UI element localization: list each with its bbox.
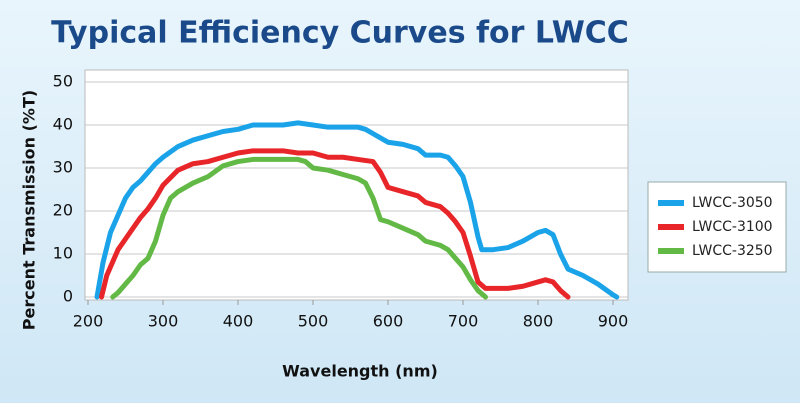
y-tick-label: 10 [53, 244, 73, 263]
x-tick-label: 700 [448, 312, 479, 331]
x-tick-label: 800 [523, 312, 554, 331]
legend-label: LWCC-3250 [692, 243, 773, 259]
y-tick-label: 0 [63, 286, 73, 305]
legend-label: LWCC-3100 [692, 219, 773, 235]
x-tick-label: 600 [373, 312, 404, 331]
legend-label: LWCC-3050 [692, 195, 773, 211]
y-axis-label: Percent Transmission (%T) [20, 90, 39, 330]
y-tick-label: 30 [53, 158, 73, 177]
plot-area [84, 69, 629, 301]
y-tick-label: 20 [53, 201, 73, 220]
x-axis-label: Wavelength (nm) [282, 362, 438, 381]
y-tick-label: 50 [53, 72, 73, 91]
x-tick-label: 300 [148, 312, 179, 331]
x-tick-label: 500 [298, 312, 329, 331]
x-tick-label: 200 [73, 312, 104, 331]
x-tick-label: 400 [223, 312, 254, 331]
y-tick-label: 40 [53, 115, 73, 134]
chart-title: Typical Efficiency Curves for LWCC [51, 16, 629, 51]
series-line [99, 148, 571, 300]
series-line [110, 156, 488, 300]
series-line [94, 120, 620, 300]
x-tick-label: 900 [598, 312, 629, 331]
